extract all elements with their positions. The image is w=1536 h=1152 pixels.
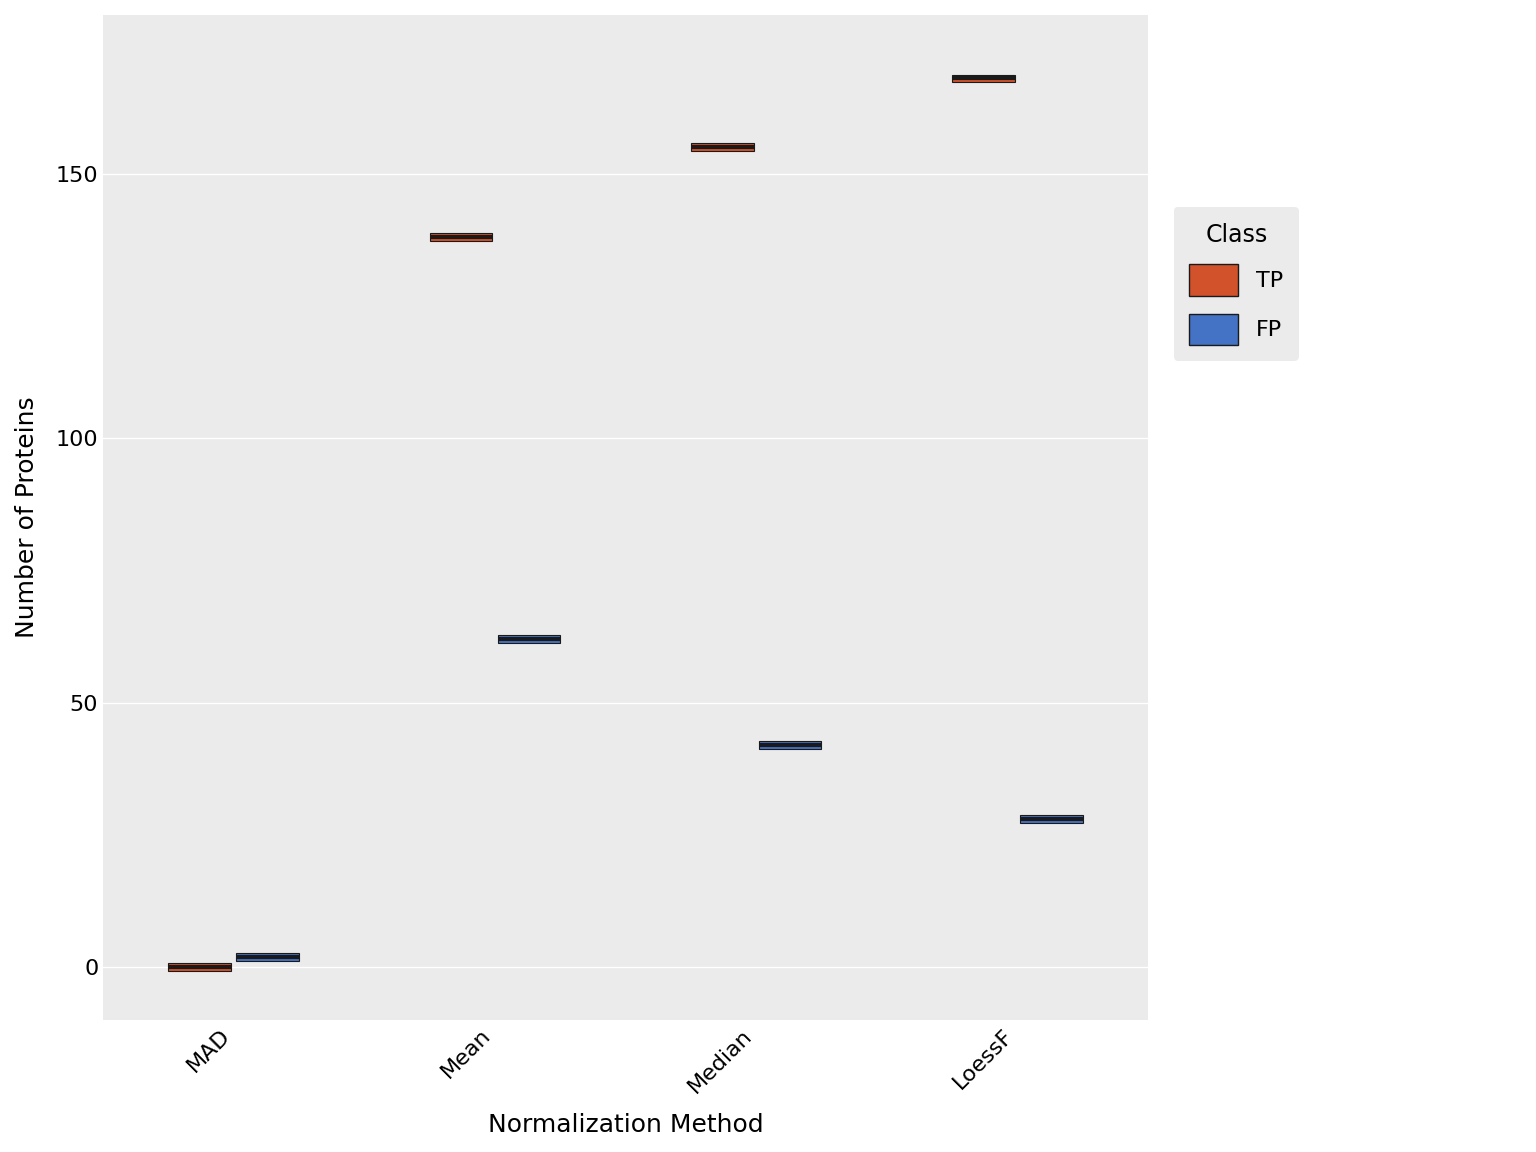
X-axis label: Normalization Method: Normalization Method: [488, 1113, 763, 1137]
Legend: TP, FP: TP, FP: [1174, 207, 1299, 361]
Bar: [691, 143, 754, 151]
Bar: [1020, 816, 1083, 823]
Bar: [237, 953, 300, 961]
Bar: [430, 233, 493, 241]
Bar: [952, 75, 1015, 83]
Bar: [169, 963, 230, 971]
Bar: [498, 635, 561, 643]
Bar: [759, 741, 822, 749]
Y-axis label: Number of Proteins: Number of Proteins: [15, 396, 38, 638]
